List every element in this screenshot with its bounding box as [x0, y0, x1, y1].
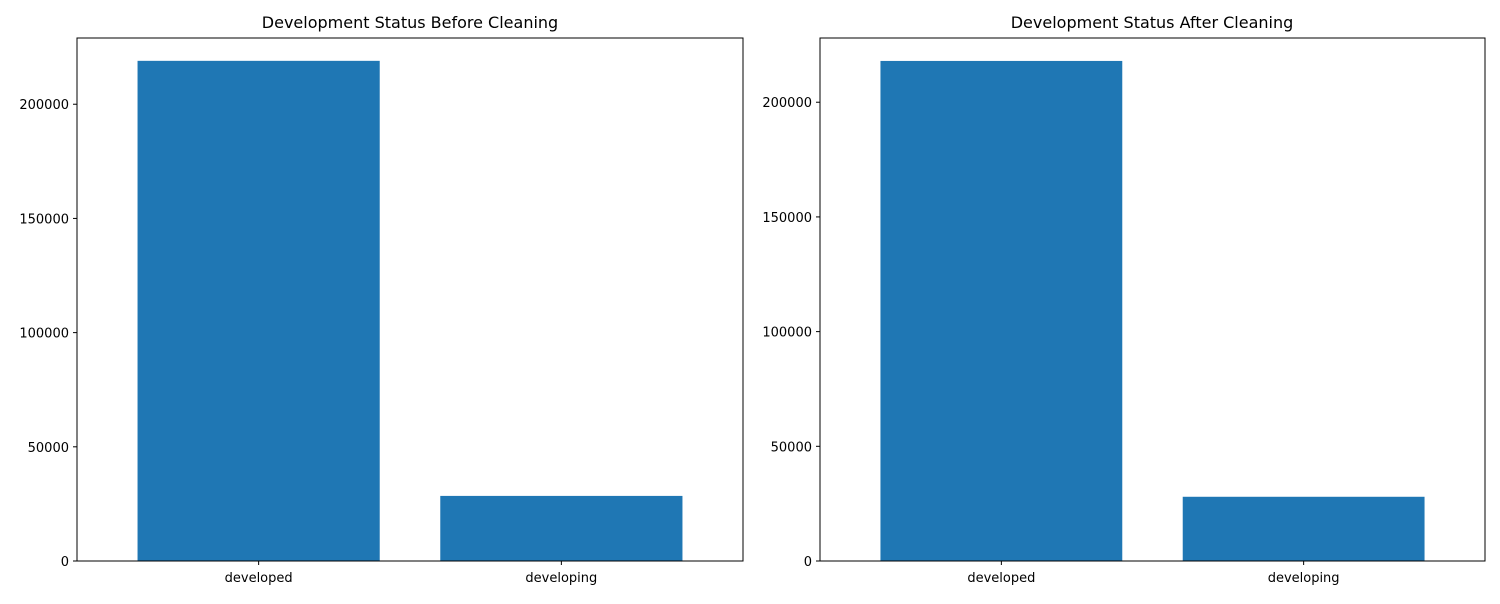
bar-developed-after — [880, 60, 1123, 561]
y-tick-label-before: 200000 — [19, 98, 69, 113]
axes-frame-before — [76, 37, 744, 562]
y-tick-label-after: 100000 — [762, 326, 812, 341]
chart-panel-after: Development Status After Cleaning 0 50000… — [762, 13, 1486, 586]
bar-developing-after — [1182, 496, 1425, 561]
chart-title-before: Development Status Before Cleaning — [262, 13, 558, 32]
bar-developing-before — [440, 495, 683, 561]
x-tick-label-developing-after: developing — [1268, 571, 1340, 586]
plot-area-after: 0 50000 100000 150000 200000 developed develop… — [762, 37, 1486, 586]
y-tick-label-before: 50000 — [28, 441, 69, 456]
y-tick-label-after: 0 — [804, 555, 812, 570]
axes-frame-after — [819, 37, 1486, 562]
y-tick-label-after: 50000 — [771, 440, 812, 455]
y-tick-label-before: 150000 — [19, 212, 69, 227]
y-tick-label-before: 0 — [61, 555, 69, 570]
x-tick-label-developing-before: developing — [525, 571, 597, 586]
x-tick-label-developed-before: developed — [225, 571, 293, 586]
y-tick-label-before: 100000 — [19, 327, 69, 342]
chart-title-after: Development Status After Cleaning — [1011, 13, 1294, 32]
y-tick-label-after: 200000 — [762, 96, 812, 111]
y-tick-label-after: 150000 — [762, 211, 812, 226]
plot-area-before: 0 50000 100000 150000 200000 developed develop… — [19, 37, 744, 586]
x-tick-label-developed-after: developed — [967, 571, 1035, 586]
chart-panel-before: Development Status Before Cleaning 0 5000… — [19, 13, 744, 586]
bar-developed-before — [137, 60, 380, 561]
